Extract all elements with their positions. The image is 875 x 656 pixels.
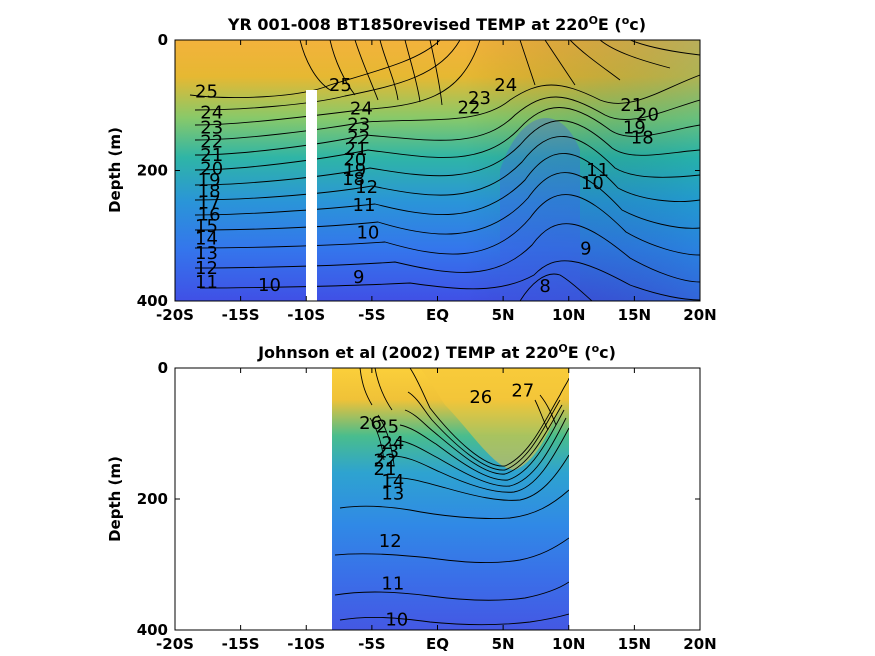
bottom-field xyxy=(332,368,569,630)
top-x-tick-label: 15N xyxy=(618,306,651,324)
top-y-tick-label: 200 xyxy=(137,162,168,180)
top-contour-label: 24 xyxy=(200,103,223,124)
bottom-x-tick-label: 10N xyxy=(552,635,585,653)
bottom-contour-label: 27 xyxy=(511,380,534,401)
top-contour-label: 17 xyxy=(198,193,221,214)
top-contour-label: 22 xyxy=(347,127,370,148)
bottom-contour-label: 11 xyxy=(381,574,404,595)
top-x-tick-label: 5N xyxy=(492,306,515,324)
top-contour-label: 8 xyxy=(539,276,550,297)
top-contour-label: 18 xyxy=(631,127,654,148)
top-contour-label: 18 xyxy=(342,169,365,190)
top-contour-label: 11 xyxy=(586,160,609,181)
bottom-contour-label: 25 xyxy=(376,416,399,437)
bottom-x-tick-label: EQ xyxy=(426,635,449,653)
bottom-contour-label: 21 xyxy=(374,459,397,480)
top-contour-label: 14 xyxy=(195,229,218,250)
bottom-contour-label: 24 xyxy=(381,433,404,454)
bottom-x-tick-label: 5N xyxy=(492,635,515,653)
bottom-chart-title: Johnson et al (2002) TEMP at 220OE (oc) xyxy=(257,342,616,362)
top-contour-label: 19 xyxy=(343,160,366,181)
top-x-tick-label: -5S xyxy=(358,306,385,324)
bottom-contour-label: 12 xyxy=(379,531,402,552)
bottom-contour-label: 13 xyxy=(381,483,404,504)
top-contour-label: 21 xyxy=(620,95,643,116)
bottom-contour-label: 14 xyxy=(381,471,404,492)
top-contour-label: 19 xyxy=(623,118,646,139)
top-contour-label: 11 xyxy=(353,195,376,216)
bottom-y-tick-label: 400 xyxy=(137,621,168,639)
top-contour-label: 24 xyxy=(494,75,517,96)
top-contour-label: 10 xyxy=(356,223,379,244)
bottom-x-tick-label: 20N xyxy=(683,635,716,653)
top-field xyxy=(175,40,700,301)
bottom-contour-label: 23 xyxy=(376,441,399,462)
top-contour-label: 9 xyxy=(353,267,364,288)
bottom-y-tick-label: 0 xyxy=(158,359,168,377)
top-contour-label: 19 xyxy=(198,170,221,191)
top-x-tick-label: -20S xyxy=(156,306,194,324)
bottom-x-tick-label: -15S xyxy=(222,635,260,653)
top-contour-label: 23 xyxy=(200,118,223,139)
top-contour-label: 22 xyxy=(200,131,223,152)
top-y-tick-label: 0 xyxy=(158,31,168,49)
top-contour-label: 9 xyxy=(580,238,591,259)
top-mask-column xyxy=(306,90,317,301)
bottom-ticks: -20S -15S -10S -5S EQ 5N 10N 15N 20N 0 200 400 xyxy=(137,359,717,653)
top-x-tick-label: 10N xyxy=(552,306,585,324)
top-contour-label: 18 xyxy=(198,181,221,202)
top-contour-label: 25 xyxy=(195,82,218,103)
bottom-x-tick-label: 15N xyxy=(618,635,651,653)
bottom-contour-label: 26 xyxy=(469,387,492,408)
top-contour-label: 21 xyxy=(345,139,368,160)
bottom-y-axis-label: Depth (m) xyxy=(106,456,124,542)
top-y-axis-label: Depth (m) xyxy=(106,127,124,213)
top-contour-lines xyxy=(189,40,700,301)
top-contour-label: 21 xyxy=(200,145,223,166)
top-x-tick-label: -15S xyxy=(222,306,260,324)
bottom-contour-label: 26 xyxy=(359,413,382,434)
top-contour-label: 10 xyxy=(258,275,281,296)
top-x-tick-label: 20N xyxy=(683,306,716,324)
top-contour-label: 20 xyxy=(200,159,223,180)
top-contour-label: 12 xyxy=(355,177,378,198)
top-x-tick-label: -10S xyxy=(287,306,325,324)
bottom-y-tick-label: 200 xyxy=(137,490,168,508)
top-ticks: -20S -15S -10S -5S EQ 5N 10N 15N 20N 0 200 400 xyxy=(137,31,717,324)
top-x-tick-label: EQ xyxy=(426,306,449,324)
bottom-x-tick-label: -10S xyxy=(287,635,325,653)
top-contour-label: 22 xyxy=(458,97,481,118)
top-y-tick-label: 400 xyxy=(137,292,168,310)
top-contour-label: 10 xyxy=(581,173,604,194)
top-contour-label: 12 xyxy=(195,258,218,279)
top-contour-label: 16 xyxy=(198,204,221,225)
top-contour-label: 25 xyxy=(329,75,352,96)
top-contour-label: 11 xyxy=(195,272,218,293)
top-chart-title: YR 001-008 BT1850revised TEMP at 220OE (… xyxy=(227,14,646,34)
top-contour-label: 23 xyxy=(347,114,370,135)
top-contour-label: 13 xyxy=(195,243,218,264)
top-contour-label: 15 xyxy=(195,216,218,237)
top-contour-label: 20 xyxy=(343,150,366,171)
top-contour-label: 20 xyxy=(636,105,659,126)
bottom-x-tick-label: -20S xyxy=(156,635,194,653)
bottom-contour-label: 10 xyxy=(385,610,408,631)
top-contour-label: 24 xyxy=(350,99,373,120)
bottom-contour-lines xyxy=(334,368,569,626)
bottom-contour-label: 22 xyxy=(374,451,397,472)
bottom-x-tick-label: -5S xyxy=(358,635,385,653)
top-contour-label: 23 xyxy=(468,88,491,109)
